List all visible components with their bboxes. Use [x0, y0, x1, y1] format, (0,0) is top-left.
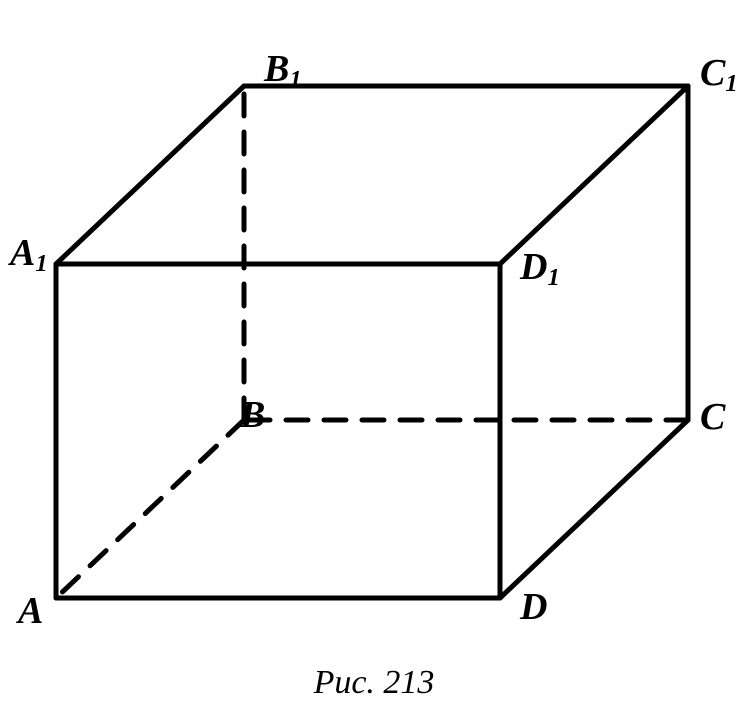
label-A1-letter: A	[10, 232, 35, 274]
label-B-letter: B	[240, 394, 265, 436]
label-C1-sub: 1	[725, 70, 737, 97]
label-D1-sub: 1	[547, 264, 559, 291]
label-A-letter: A	[18, 590, 43, 632]
edge-D1-C1	[500, 86, 688, 264]
label-C: C	[700, 398, 725, 436]
label-B: B	[240, 396, 265, 434]
cuboid-svg	[0, 0, 748, 724]
label-A1: A1	[10, 234, 48, 272]
label-D1-letter: D	[520, 246, 547, 288]
label-D-letter: D	[520, 586, 547, 628]
figure-caption: Рис. 213	[0, 664, 748, 702]
label-C1-letter: C	[700, 52, 725, 94]
edge-D-C	[500, 420, 688, 598]
edge-B-A	[56, 420, 244, 598]
label-A1-sub: 1	[35, 250, 47, 277]
label-D1: D1	[520, 248, 560, 286]
label-D: D	[520, 588, 547, 626]
label-B1: B1	[264, 50, 302, 88]
label-C-letter: C	[700, 396, 725, 438]
label-B1-sub: 1	[289, 66, 301, 93]
label-A: A	[18, 592, 43, 630]
label-C1: C1	[700, 54, 738, 92]
edge-B1-A1	[56, 86, 244, 264]
diagram-stage: B1 C1 A1 D1 B C A D Рис. 213	[0, 0, 748, 724]
label-B1-letter: B	[264, 48, 289, 90]
